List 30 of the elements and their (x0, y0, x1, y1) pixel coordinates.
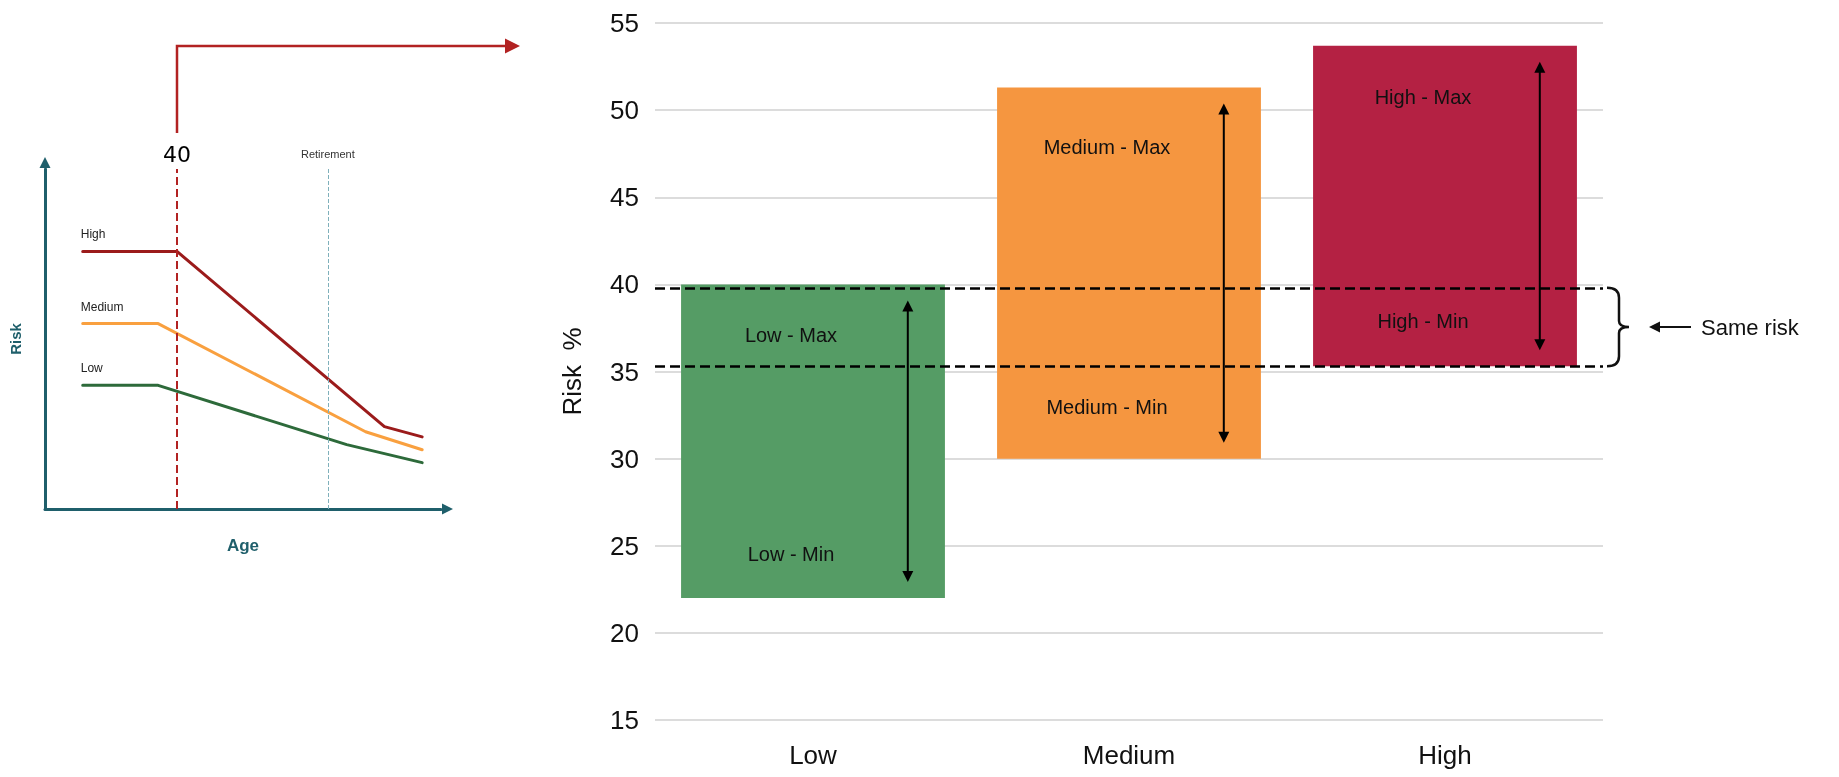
y-tick-label: 55 (610, 8, 639, 38)
x-axis-title: Age (226, 536, 260, 555)
y-tick-label: 45 (610, 182, 639, 213)
x-tick-label: Low (789, 740, 838, 770)
text: Same risk (1701, 314, 1800, 340)
y-tick-label: 30 (610, 443, 639, 474)
x-tick-label: Medium (1082, 740, 1176, 770)
annotation: High - Max (1374, 85, 1472, 108)
bar (1313, 45, 1577, 367)
y-tick-label: 40 (610, 269, 639, 300)
annotation: Low - Min (747, 543, 835, 566)
series-label: Low (80, 361, 104, 376)
y-tick-label: 50 (610, 95, 639, 126)
text: 40 (163, 141, 191, 167)
y-axis-title: Risk (7, 322, 24, 355)
x-tick-label: High (1418, 740, 1472, 770)
series-label: Medium (80, 299, 124, 314)
series-label: High (80, 227, 106, 242)
y-tick-label: 25 (610, 530, 639, 561)
annotation: Medium - Min (1046, 395, 1168, 418)
text: Retirement (300, 147, 355, 160)
annotation: Medium - Max (1043, 135, 1171, 158)
y-tick-label: 35 (610, 356, 639, 387)
bar (997, 87, 1261, 459)
y-tick-label: 20 (610, 617, 639, 648)
annotation: Low - Max (744, 323, 838, 346)
annotation: High - Min (1377, 310, 1469, 333)
bar (681, 284, 945, 599)
y-axis-title: Risk % (557, 327, 587, 416)
y-tick-label: 15 (610, 705, 639, 735)
